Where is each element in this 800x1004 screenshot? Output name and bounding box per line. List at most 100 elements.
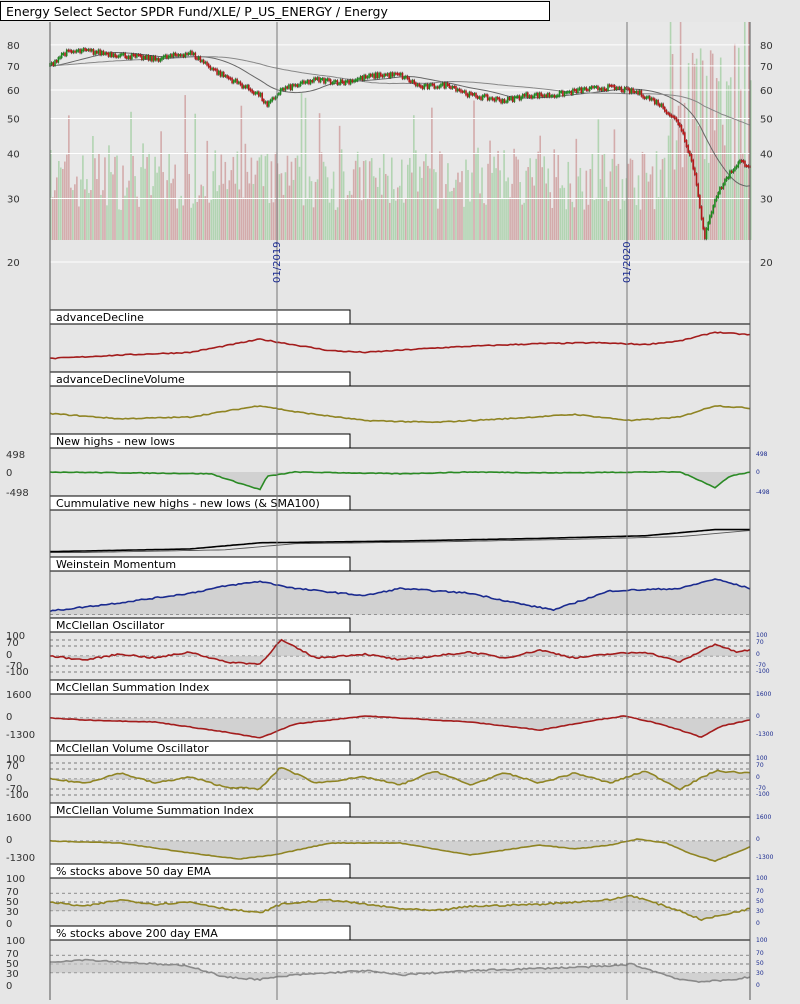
volume-bar [384, 173, 387, 240]
price-candle [490, 97, 492, 100]
volume-bar [691, 52, 694, 240]
price-candle [249, 88, 252, 92]
price-candle [334, 80, 337, 83]
price-candle [134, 54, 137, 58]
price-candle [242, 85, 245, 89]
price-candle [388, 73, 390, 78]
volume-bar [575, 138, 578, 240]
volume-bar [679, 22, 682, 240]
price-candle [182, 54, 185, 58]
volume-bar [477, 147, 479, 240]
price-tick-label-left: 20 [7, 258, 20, 269]
price-candle [84, 47, 86, 51]
price-candle [465, 90, 467, 96]
volume-bar [188, 173, 190, 240]
price-candle [206, 61, 208, 66]
price-tick-label-right: 20 [760, 258, 773, 269]
panel-tick-label-right: 0 [756, 713, 760, 720]
volume-bar [98, 153, 100, 240]
price-candle [470, 91, 472, 96]
price-candle [461, 90, 464, 93]
volume-bar [116, 155, 118, 240]
volume-bar [521, 204, 523, 240]
volume-bar [703, 159, 706, 240]
price-candle [374, 72, 377, 79]
volume-bar [467, 170, 469, 240]
panel-shaded-area [50, 839, 750, 862]
price-candle [274, 96, 277, 100]
price-candle [458, 88, 461, 92]
volume-bar [417, 191, 419, 240]
volume-bar [695, 58, 698, 240]
price-candle [421, 85, 424, 90]
price-candle [324, 78, 327, 84]
volume-bar [124, 195, 126, 240]
volume-bar [569, 183, 572, 240]
volume-bar [689, 151, 692, 240]
price-candle [562, 90, 564, 97]
panel-tick-label-left: 1600 [6, 690, 31, 701]
price-candle [87, 48, 90, 51]
price-candle [537, 92, 539, 99]
volume-bar [487, 163, 489, 240]
price-candle [684, 132, 686, 143]
price-candle [588, 86, 591, 92]
price-candle [161, 56, 163, 61]
price-candle [60, 52, 63, 59]
panel-label: McClellan Volume Oscillator [56, 742, 209, 755]
volume-bar [86, 179, 88, 240]
price-candle [204, 61, 207, 64]
volume-bar [308, 176, 311, 240]
price-candle [533, 93, 536, 98]
volume-bar [260, 154, 263, 240]
volume-bar [92, 136, 94, 240]
date-marker-label: 01/2020 [622, 241, 633, 283]
price-candle [59, 56, 61, 60]
volume-bar [126, 187, 128, 240]
price-candle [339, 79, 342, 85]
price-candle [219, 70, 222, 77]
price-candle [169, 54, 172, 58]
panel-shaded-area [50, 471, 750, 490]
volume-bar [485, 204, 487, 240]
volume-bar [150, 195, 152, 240]
price-candle [426, 83, 429, 90]
chart-title: Energy Select Sector SPDR Fund/XLE/ P_US… [6, 4, 388, 19]
price-candle [498, 97, 501, 102]
volume-bar [439, 151, 441, 240]
volume-bar [657, 197, 660, 240]
price-candle [583, 87, 586, 90]
volume-bar [431, 107, 433, 240]
volume-bar [82, 155, 84, 240]
volume-bar [230, 170, 233, 240]
price-candle [338, 82, 340, 86]
price-candle [602, 87, 604, 91]
price-candle [572, 88, 574, 95]
volume-bar [128, 180, 130, 240]
price-candle [677, 119, 679, 126]
price-candle [689, 150, 691, 156]
volume-bar [240, 105, 243, 240]
price-candle [251, 89, 253, 94]
panel-series-line [50, 958, 751, 984]
volume-bar [517, 159, 519, 240]
volume-bar [186, 152, 188, 240]
volume-bar [733, 43, 736, 241]
price-candle [657, 99, 659, 106]
volume-bar [64, 161, 66, 240]
volume-bar [312, 207, 315, 240]
price-candle [211, 67, 213, 70]
price-candle [381, 74, 384, 78]
volume-bar [148, 152, 150, 240]
price-candle [568, 90, 571, 93]
volume-bar [226, 189, 229, 240]
panel-sma-line [50, 530, 751, 553]
price-candle [712, 205, 715, 214]
price-candle [501, 98, 504, 104]
price-candle [725, 176, 728, 182]
panel-tick-label-right: 0 [756, 982, 760, 989]
price-candle [127, 55, 130, 59]
volume-bar [242, 197, 245, 240]
volume-bar [80, 179, 82, 240]
volume-bar [94, 158, 96, 240]
